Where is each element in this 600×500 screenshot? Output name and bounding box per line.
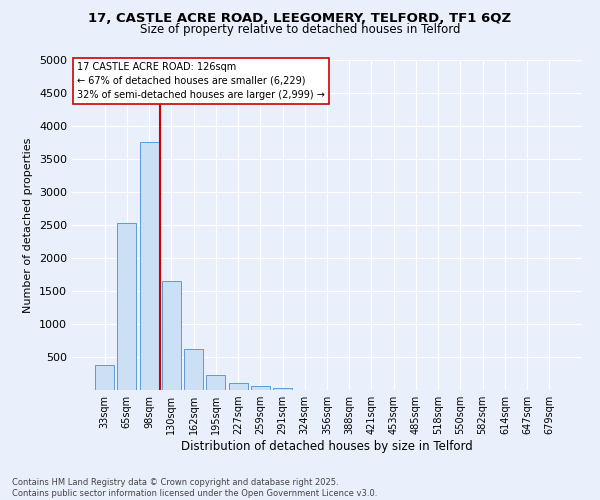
Bar [251, 386, 270, 390]
Y-axis label: Number of detached properties: Number of detached properties [23, 138, 34, 312]
Bar [95, 365, 114, 390]
Bar [184, 349, 203, 390]
Text: 17 CASTLE ACRE ROAD: 126sqm
← 67% of detached houses are smaller (6,229)
32% of : 17 CASTLE ACRE ROAD: 126sqm ← 67% of det… [77, 62, 325, 100]
Bar [206, 375, 225, 390]
Bar [140, 142, 158, 390]
Bar [273, 388, 292, 390]
Bar [162, 281, 181, 390]
Text: Size of property relative to detached houses in Telford: Size of property relative to detached ho… [140, 22, 460, 36]
Text: Contains HM Land Registry data © Crown copyright and database right 2025.
Contai: Contains HM Land Registry data © Crown c… [12, 478, 377, 498]
Bar [118, 223, 136, 390]
X-axis label: Distribution of detached houses by size in Telford: Distribution of detached houses by size … [181, 440, 473, 453]
Bar [229, 384, 248, 390]
Text: 17, CASTLE ACRE ROAD, LEEGOMERY, TELFORD, TF1 6QZ: 17, CASTLE ACRE ROAD, LEEGOMERY, TELFORD… [88, 12, 512, 26]
